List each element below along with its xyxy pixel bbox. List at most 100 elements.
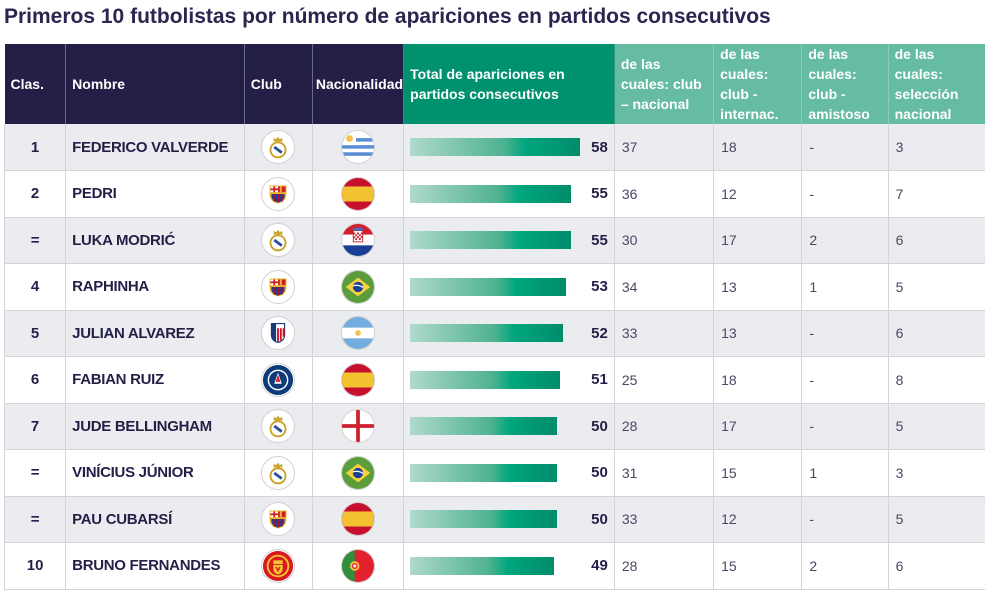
total-cell: 49 xyxy=(403,542,615,590)
argentina-flag-icon xyxy=(341,316,376,351)
player-name: Fabian Ruiz xyxy=(65,356,245,404)
club-cell xyxy=(244,449,313,497)
player-name: Federico Valverde xyxy=(65,124,245,171)
manchester-united-crest-icon xyxy=(261,548,296,583)
table-row: 2 Pedri 55 36 12 - 7 xyxy=(3,170,985,218)
total-bar xyxy=(410,184,572,203)
total-cell: 50 xyxy=(403,496,615,543)
total-cell: 52 xyxy=(403,310,615,357)
total-bar xyxy=(410,556,554,575)
header-nationality[interactable]: Nacionalidad xyxy=(312,44,405,124)
player-name: Pau Cubarsí xyxy=(65,496,245,543)
total-bar xyxy=(410,231,572,250)
club-internac-value: 13 xyxy=(713,310,803,357)
brazil-flag-icon xyxy=(341,269,376,304)
header-row: Clas. Nombre Club Nacionalidad Total de … xyxy=(4,44,985,124)
header-rank[interactable]: Clas. xyxy=(4,44,67,124)
total-bar-track xyxy=(410,417,580,436)
header-club-nacional[interactable]: de las cuales: club – nacional xyxy=(614,44,715,124)
player-name: Raphinha xyxy=(65,263,245,311)
rank-cell: 2 xyxy=(3,170,67,218)
total-value: 51 xyxy=(591,371,608,389)
player-name: Julian Alvarez xyxy=(65,310,245,357)
header-club-amistoso[interactable]: de las cuales: club - amistoso xyxy=(801,44,889,124)
club-internac-value: 13 xyxy=(713,263,803,311)
club-nacional-value: 28 xyxy=(614,403,715,450)
nationality-cell xyxy=(312,263,405,311)
player-name: Bruno Fernandes xyxy=(65,542,245,590)
uruguay-flag-icon xyxy=(341,130,376,164)
club-cell xyxy=(244,124,313,171)
club-nacional-value: 33 xyxy=(614,310,715,357)
club-cell xyxy=(244,496,313,543)
seleccion-value: 3 xyxy=(888,449,985,497)
psg-crest-icon xyxy=(261,362,296,397)
rank-cell: = xyxy=(3,496,67,543)
table-row: = Luka Modrić 55 30 17 2 6 xyxy=(3,217,985,264)
seleccion-value: 6 xyxy=(888,217,985,264)
header-name[interactable]: Nombre xyxy=(65,44,245,124)
spain-flag-icon xyxy=(341,176,376,211)
total-bar xyxy=(410,138,581,156)
fc-barcelona-crest-icon xyxy=(261,176,296,211)
club-internac-value: 15 xyxy=(713,542,803,590)
total-bar xyxy=(410,277,566,296)
club-nacional-value: 34 xyxy=(614,263,715,311)
nationality-cell xyxy=(312,217,405,264)
club-internac-value: 18 xyxy=(713,124,803,171)
total-value: 52 xyxy=(591,324,608,342)
total-bar-track xyxy=(410,231,580,250)
total-bar-track xyxy=(410,463,580,482)
seleccion-value: 8 xyxy=(888,356,985,404)
club-internac-value: 12 xyxy=(713,170,803,218)
total-bar-track xyxy=(410,324,580,343)
total-value: 58 xyxy=(591,138,608,156)
table-row: 10 Bruno Fernandes 49 28 15 2 6 xyxy=(3,542,985,590)
player-name: Jude Bellingham xyxy=(65,403,245,450)
seleccion-value: 3 xyxy=(888,124,985,171)
atletico-madrid-crest-icon xyxy=(261,316,296,351)
spain-flag-icon xyxy=(341,362,376,397)
header-club[interactable]: Club xyxy=(244,44,313,124)
total-cell: 58 xyxy=(403,124,615,171)
header-total[interactable]: Total de apariciones en partidos consecu… xyxy=(403,44,615,124)
rank-cell: 5 xyxy=(3,310,67,357)
total-cell: 55 xyxy=(403,217,615,264)
total-bar-track xyxy=(410,370,580,389)
total-bar xyxy=(410,463,557,482)
table-row: 1 Federico Valverde 58 37 18 - 3 xyxy=(3,124,985,171)
players-table: Clas. Nombre Club Nacionalidad Total de … xyxy=(3,44,985,590)
rank-cell: 4 xyxy=(3,263,67,311)
rank-cell: 1 xyxy=(3,124,67,171)
total-bar-track xyxy=(410,138,581,156)
club-amistoso-value: - xyxy=(801,496,889,543)
club-amistoso-value: - xyxy=(801,403,889,450)
total-value: 50 xyxy=(591,510,608,528)
club-internac-value: 17 xyxy=(713,403,803,450)
club-nacional-value: 36 xyxy=(614,170,715,218)
total-cell: 53 xyxy=(403,263,615,311)
total-bar xyxy=(410,510,557,529)
rank-cell: 7 xyxy=(3,403,67,450)
spain-flag-icon xyxy=(341,502,376,537)
club-amistoso-value: 2 xyxy=(801,542,889,590)
rank-cell: 6 xyxy=(3,356,67,404)
club-nacional-value: 30 xyxy=(614,217,715,264)
nationality-cell xyxy=(312,403,405,450)
total-cell: 51 xyxy=(403,356,615,404)
table-row: 5 Julian Alvarez 52 33 13 - 6 xyxy=(3,310,985,357)
club-cell xyxy=(244,356,313,404)
club-amistoso-value: - xyxy=(801,170,889,218)
header-club-internac[interactable]: de las cuales: club - internac. xyxy=(713,44,803,124)
table-row: 4 Raphinha 53 34 13 1 5 xyxy=(3,263,985,311)
page-title: Primeros 10 futbolistas por número de ap… xyxy=(4,5,771,28)
total-bar-track xyxy=(410,556,580,575)
club-nacional-value: 28 xyxy=(614,542,715,590)
seleccion-value: 6 xyxy=(888,542,985,590)
club-internac-value: 15 xyxy=(713,449,803,497)
club-cell xyxy=(244,310,313,357)
total-value: 53 xyxy=(591,278,608,296)
club-amistoso-value: - xyxy=(801,124,889,171)
club-cell xyxy=(244,170,313,218)
header-seleccion[interactable]: de las cuales: selección nacional xyxy=(888,44,985,124)
